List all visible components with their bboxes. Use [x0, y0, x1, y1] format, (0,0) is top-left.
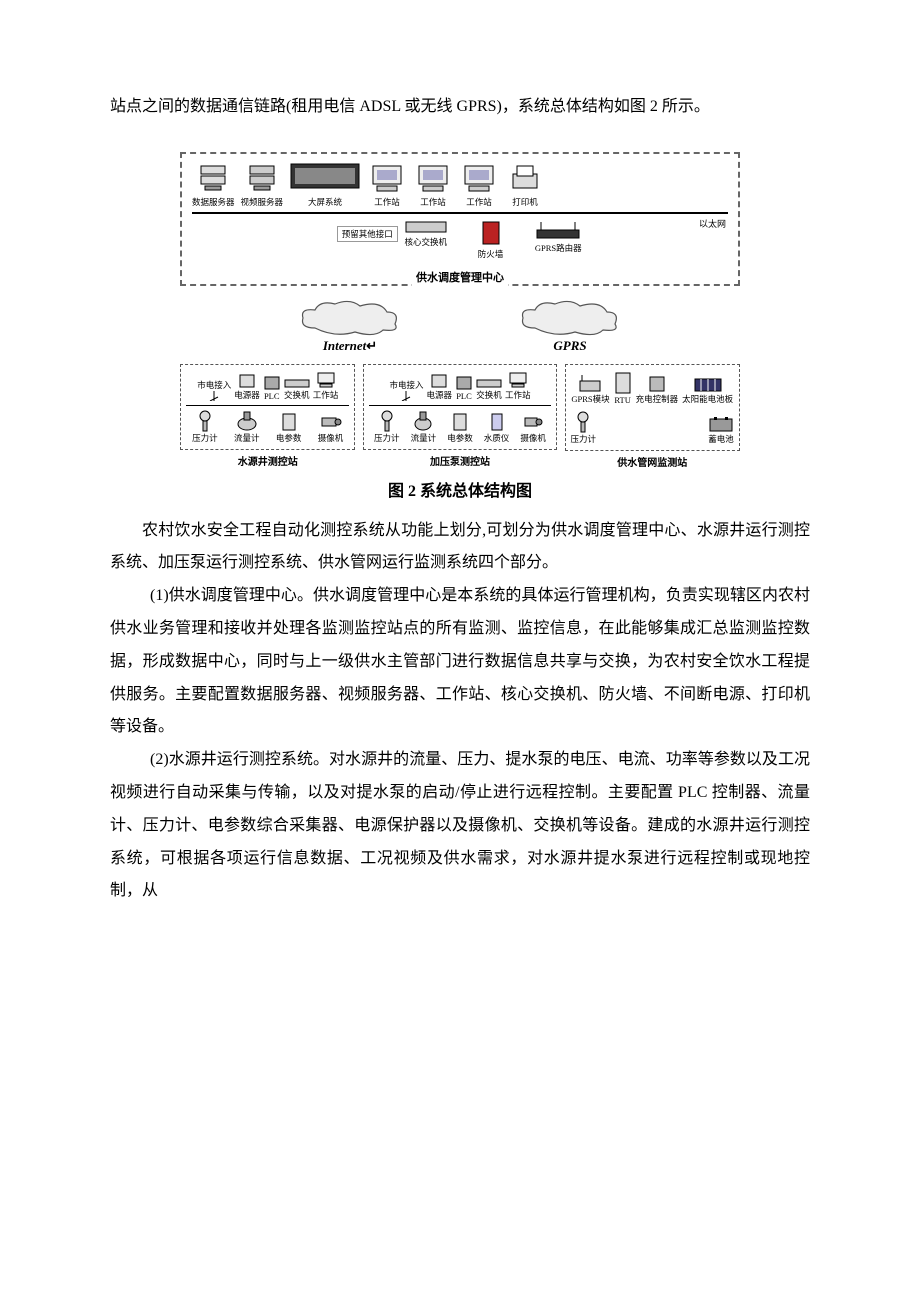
- s1-power-supply: 电源器: [234, 373, 260, 401]
- s2-plc: PLC: [455, 375, 473, 401]
- ethernet-bus: [192, 212, 728, 214]
- paragraph-1: 农村饮水安全工程自动化测控系统从功能上划分,可划分为供水调度管理中心、水源井运行…: [110, 515, 810, 581]
- station-1-box: 市电接入 电源器 PLC 交换机 工作站 压力计 流量计 电参数 摄像机: [180, 364, 355, 450]
- s2-elec: 电参数: [447, 410, 473, 444]
- device-data-server: 数据服务器: [192, 162, 235, 208]
- management-center-box: 数据服务器 视频服务器 大屏系统 工作站 工作站 工作站: [180, 152, 740, 286]
- firewall: 防火墙: [478, 220, 504, 260]
- s2-power-supply: 电源器: [426, 373, 452, 401]
- station-2-box: 市电接入 电源器 PLC 交换机 工作站 压力计 流量计 电参数 水质仪 摄像机: [363, 364, 556, 450]
- s2-workstation: 工作站: [505, 371, 531, 401]
- station-1-caption: 水源井测控站: [180, 453, 355, 468]
- device-workstation-2: 工作站: [413, 162, 453, 208]
- internet-label: Internet↵: [323, 338, 377, 354]
- s2-flow: 流量计: [411, 410, 437, 444]
- s3-pressure: 压力计: [571, 411, 597, 445]
- reserved-interface: 预留其他接口: [337, 226, 398, 242]
- intro-paragraph: 站点之间的数据通信链路(租用电信 ADSL 或无线 GPRS)，系统总体结构如图…: [110, 90, 810, 124]
- device-workstation-3: 工作站: [459, 162, 499, 208]
- s1-power-in: 市电接入: [197, 379, 231, 401]
- s2-power-in: 市电接入: [389, 379, 423, 401]
- s2-camera: 摄像机: [520, 410, 546, 444]
- device-large-screen: 大屏系统: [289, 162, 361, 208]
- paragraph-3: (2)水源井运行测控系统。对水源井的流量、压力、提水泵的电压、电流、功率等参数以…: [110, 744, 810, 908]
- station-2-caption: 加压泵测控站: [363, 453, 556, 468]
- device-video-server: 视频服务器: [241, 162, 284, 208]
- gprs-label: GPRS: [553, 338, 586, 354]
- s1-flow: 流量计: [234, 410, 260, 444]
- center-title: 供水调度管理中心: [416, 272, 504, 284]
- s1-pressure: 压力计: [192, 410, 218, 444]
- s2-pressure: 压力计: [374, 410, 400, 444]
- s1-plc: PLC: [263, 375, 281, 401]
- network-clouds: Internet↵ GPRS: [180, 286, 740, 364]
- station-3-box: GPRS模块 RTU 充电控制器 太阳能电池板 压力计 蓄电池: [565, 364, 740, 451]
- s1-workstation: 工作站: [313, 371, 339, 401]
- s1-elec: 电参数: [276, 410, 302, 444]
- device-printer: 打印机: [505, 162, 545, 208]
- device-workstation-1: 工作站: [367, 162, 407, 208]
- paragraph-2: (1)供水调度管理中心。供水调度管理中心是本系统的具体运行管理机构，负责实现辖区…: [110, 580, 810, 744]
- s3-solar-panel: 太阳能电池板: [682, 377, 733, 405]
- figure-caption: 图 2 系统总体结构图: [110, 477, 810, 501]
- s2-water-quality: 水质仪: [484, 410, 510, 444]
- gprs-cloud-icon: [515, 298, 625, 338]
- core-switch: 核心交换机: [404, 220, 448, 248]
- s1-camera: 摄像机: [318, 410, 344, 444]
- system-diagram: 数据服务器 视频服务器 大屏系统 工作站 工作站 工作站: [180, 152, 740, 469]
- s3-battery: 蓄电池: [708, 417, 734, 445]
- s3-gprs-module: GPRS模块: [571, 373, 609, 405]
- gprs-router: GPRS路由器: [533, 220, 583, 254]
- internet-cloud-icon: [295, 298, 405, 338]
- s1-switch: 交换机: [284, 379, 310, 401]
- station-3-caption: 供水管网监测站: [565, 454, 740, 469]
- s2-switch: 交换机: [476, 379, 502, 401]
- s3-rtu: RTU: [614, 371, 632, 405]
- s3-charge-controller: 充电控制器: [636, 373, 679, 405]
